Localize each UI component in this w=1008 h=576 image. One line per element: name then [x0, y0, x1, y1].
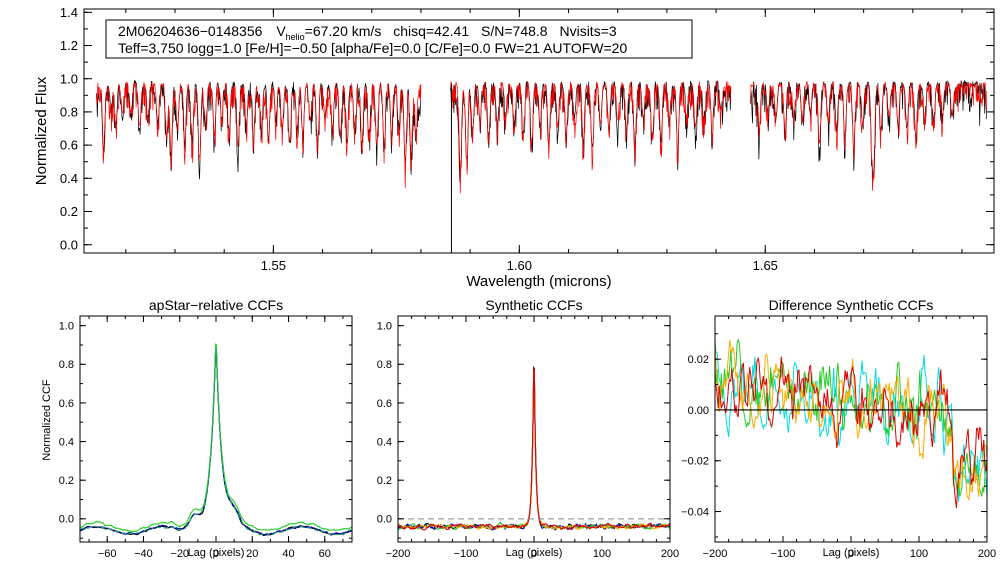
y-tick-label: 1.4 [60, 5, 78, 20]
y-tick-label: 1.0 [59, 321, 74, 333]
x-tick-label: 20 [246, 548, 258, 560]
y-tick-label: 0.6 [60, 138, 78, 153]
x-tick-label: −100 [771, 548, 796, 560]
star-id: 2M06204636−0148356 [118, 23, 263, 39]
y-tick-label: 0.4 [377, 436, 392, 448]
x-tick-label: 40 [282, 548, 294, 560]
y-tick-label: 0.4 [59, 436, 74, 448]
ccf-series-line [397, 370, 671, 531]
y-tick-label: 0.02 [688, 354, 709, 366]
x-tick-label: −60 [98, 548, 117, 560]
y-tick-label: 0.8 [60, 104, 78, 119]
synthetic-ccf-ticks: −200 −100 0 100 200 0.0 0.2 0.4 0.6 0.8 1.0 [377, 316, 679, 560]
apstar-ccf-y-axis-label: Normalized CCF [41, 379, 53, 461]
spectrum-annotation-box [105, 19, 693, 59]
x-tick-label: −40 [134, 548, 153, 560]
x-tick-label: 0 [213, 548, 219, 560]
ccf-series-line [397, 368, 671, 531]
x-tick-label: −100 [454, 548, 479, 560]
synthetic-ccf-title: Synthetic CCFs [485, 297, 582, 313]
y-tick-label: −0.04 [681, 506, 709, 518]
ccf-series-line [79, 347, 353, 537]
spectrum-axes-frame [83, 8, 995, 254]
synthetic-ccf-panel: Synthetic CCFs −200 −100 0 100 200 0.0 0.2 0.4 0… [377, 297, 679, 560]
difference-ccf-plot-area [714, 338, 988, 509]
apstar-ccf-plot-area [79, 343, 353, 537]
y-tick-label: 0.2 [377, 475, 392, 487]
x-tick-label: −200 [703, 548, 728, 560]
x-tick-label: 0 [848, 548, 854, 560]
ccf-series-line [79, 347, 353, 537]
x-tick-label: 200 [978, 548, 996, 560]
y-tick-label: −0.02 [681, 456, 709, 468]
spectrum-y-axis-label: Normalized Flux [33, 76, 50, 185]
ccf-series-line [397, 369, 671, 531]
y-tick-label: 1.0 [377, 321, 392, 333]
spectrum-plot-area [95, 79, 987, 253]
x-tick-label: −20 [170, 548, 189, 560]
y-tick-label: 0.00 [688, 405, 709, 417]
synthetic-ccf-plot-area [397, 365, 671, 531]
ccf-series-line [79, 343, 353, 533]
difference-ccf-title: Difference Synthetic CCFs [769, 297, 934, 313]
x-tick-label: 1.55 [261, 258, 286, 273]
nvisits-value: Nvisits=3 [559, 23, 616, 39]
x-tick-label: 200 [661, 548, 679, 560]
vhelio-prefix: V [276, 23, 286, 39]
spectrum-panel: 1.55 1.60 1.65 0.0 0.2 0.4 0.6 0.8 1.0 1.2 1.4 Wav… [33, 5, 995, 290]
y-tick-label: 0.2 [60, 204, 78, 219]
x-tick-label: 1.65 [753, 258, 778, 273]
ccf-series-line [79, 347, 353, 536]
x-tick-label: 0 [531, 548, 537, 560]
synthetic-ccf-axes-frame [397, 315, 671, 543]
vhelio-subscript: helio [286, 32, 305, 42]
x-tick-label: 100 [910, 548, 928, 560]
x-tick-label: 100 [593, 548, 611, 560]
x-tick-label: 60 [319, 548, 331, 560]
spectrum-ticks: 1.55 1.60 1.65 0.0 0.2 0.4 0.6 0.8 1.0 1.2 1.4 [60, 5, 994, 273]
y-tick-label: 0.8 [59, 359, 74, 371]
y-tick-label: 0.2 [59, 475, 74, 487]
y-tick-label: 0.6 [377, 398, 392, 410]
y-tick-label: 1.2 [60, 38, 78, 53]
vhelio-value: =67.20 km/s [305, 23, 382, 39]
spectrum-x-axis-label: Wavelength (microns) [466, 273, 611, 290]
synthetic-ccf-x-axis-label: Lag (pixels) [506, 547, 563, 559]
chisq-value: chisq=42.41 [393, 23, 469, 39]
y-tick-label: 0.0 [377, 514, 392, 526]
x-tick-label: −200 [386, 548, 411, 560]
difference-ccf-ticks: −200 −100 0 100 200 −0.04 −0.02 0.00 0.02 [681, 316, 996, 560]
y-tick-label: 0.0 [59, 514, 74, 526]
ccf-series-line [397, 365, 671, 530]
synthetic-spectrum-line [95, 81, 987, 194]
apstar-ccf-title: apStar−relative CCFs [149, 297, 283, 313]
apstar-ccf-panel: apStar−relative CCFs −60 −40 −20 0 20 40 60 0.0… [41, 297, 353, 560]
apstar-ccf-x-axis-label: Lag (pixels) [188, 547, 245, 559]
apstar-ccf-ticks: −60 −40 −20 0 20 40 60 0.0 0.2 0.4 0.6 0.8 1.0 [59, 316, 352, 560]
y-tick-label: 1.0 [60, 71, 78, 86]
x-tick-label: 1.60 [507, 258, 532, 273]
y-tick-label: 0.4 [60, 171, 78, 186]
ccf-series-line [397, 368, 671, 531]
y-tick-label: 0.6 [59, 398, 74, 410]
spectrum-annotation-line1: 2M06204636−0148356 Vhelio=67.20 km/s chi… [118, 23, 617, 42]
difference-ccf-panel: Difference Synthetic CCFs −200 −100 0 100 20… [681, 297, 996, 560]
snr-value: S/N=748.8 [481, 23, 548, 39]
difference-ccf-x-axis-label: Lag (pixels) [823, 547, 880, 559]
y-tick-label: 0.0 [60, 237, 78, 252]
stellar-parameters-text: Teff=3,750 logg=1.0 [Fe/H]=−0.50 [alpha/… [118, 40, 627, 56]
difference-series-line [714, 356, 988, 509]
difference-series-line [714, 338, 988, 497]
y-tick-label: 0.8 [377, 359, 392, 371]
